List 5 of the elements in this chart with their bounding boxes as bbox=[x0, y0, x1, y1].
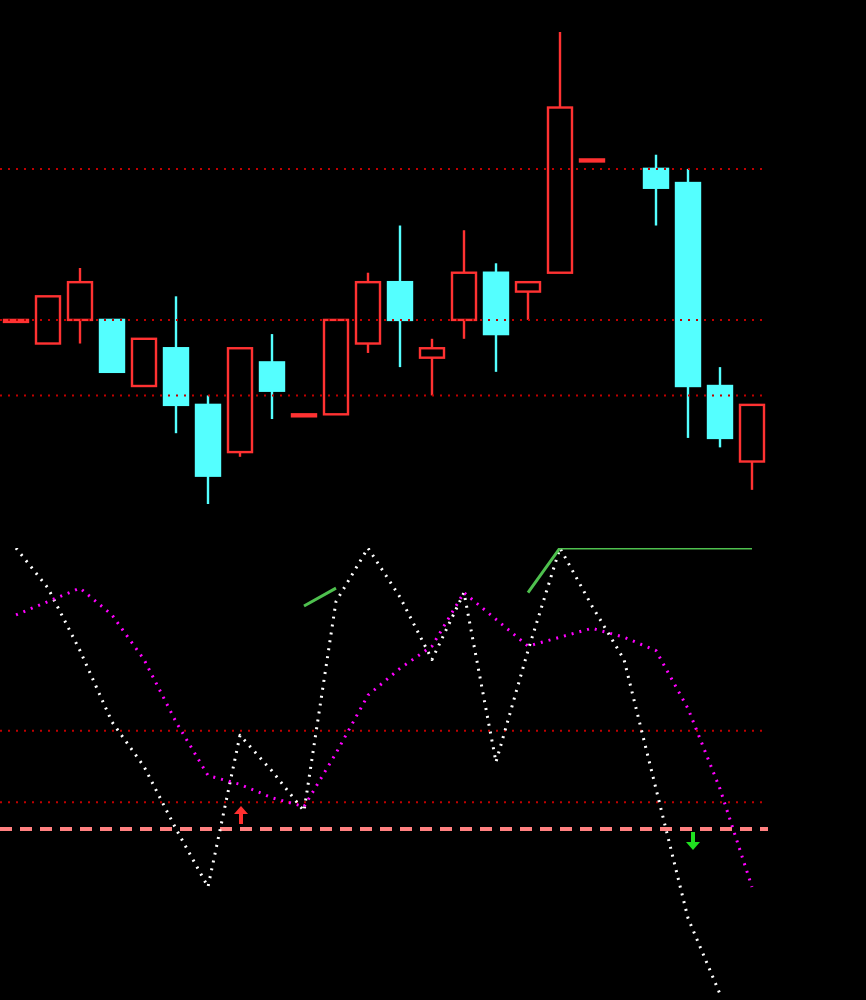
candlestick bbox=[258, 332, 286, 421]
candlestick bbox=[450, 229, 478, 340]
candlestick bbox=[386, 224, 414, 369]
candlestick bbox=[162, 295, 190, 435]
candlestick bbox=[2, 318, 30, 324]
